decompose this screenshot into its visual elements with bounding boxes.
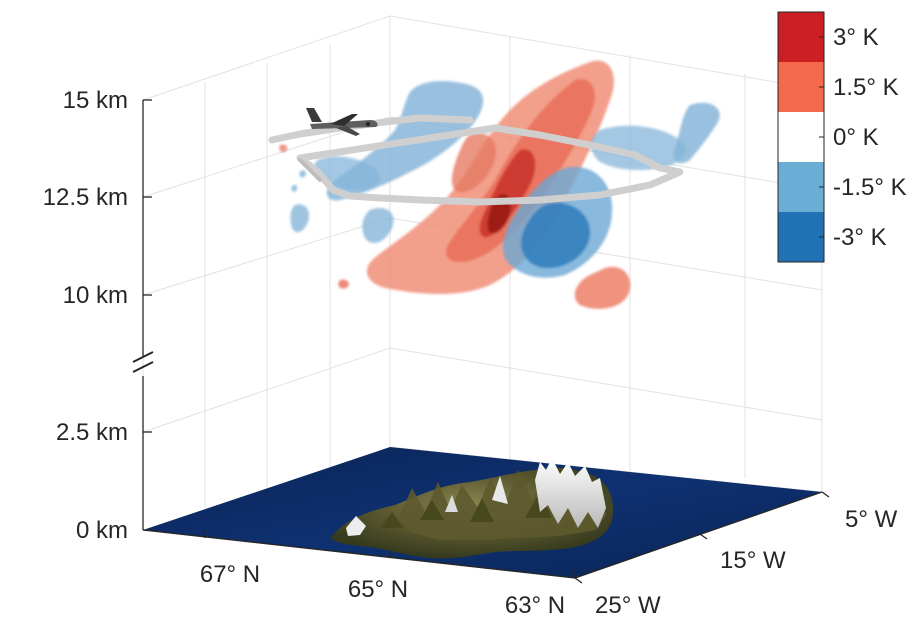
longitude-tick-labels: 25° W 15° W 5° W <box>595 506 898 619</box>
colorbar-swatch <box>778 112 824 162</box>
colorbar-label: -1.5° K <box>833 174 907 201</box>
colorbar-label: 1.5° K <box>833 74 899 101</box>
aircraft-icon <box>306 108 378 136</box>
latitude-tick-labels: 67° N 65° N 63° N <box>200 561 565 619</box>
colorbar-legend: 3° K 1.5° K 0° K -1.5° K -3° K <box>777 11 907 263</box>
z-tick-label: 15 km <box>63 87 128 114</box>
warm-anomaly-isosurfaces <box>279 60 631 309</box>
z-axis-tick-labels: 15 km 12.5 km 10 km 2.5 km 0 km <box>43 87 128 544</box>
z-tick-label: 12.5 km <box>43 184 128 211</box>
z-tick-label: 10 km <box>63 282 128 309</box>
latitude-tick-label: 67° N <box>200 561 260 588</box>
latitude-tick-label: 63° N <box>505 592 565 619</box>
longitude-tick-label: 15° W <box>720 547 786 574</box>
colorbar-border <box>777 11 825 263</box>
colorbar-label: 0° K <box>833 124 879 151</box>
axes <box>142 99 830 584</box>
colorbar-swatch <box>778 12 824 62</box>
colorbar-label: -3° K <box>833 224 887 251</box>
latitude-tick-label: 65° N <box>348 576 408 603</box>
z-tick-label: 2.5 km <box>56 419 128 446</box>
longitude-tick-label: 25° W <box>595 592 661 619</box>
terrain-iceland <box>330 458 614 559</box>
colorbar-label: 3° K <box>833 24 879 51</box>
longitude-tick-label: 5° W <box>845 506 898 533</box>
colorbar-swatch <box>778 62 824 112</box>
colorbar-swatch <box>778 212 824 262</box>
z-tick-label: 0 km <box>76 517 128 544</box>
axis-break-marker <box>132 351 154 373</box>
colorbar-swatch <box>778 162 824 212</box>
